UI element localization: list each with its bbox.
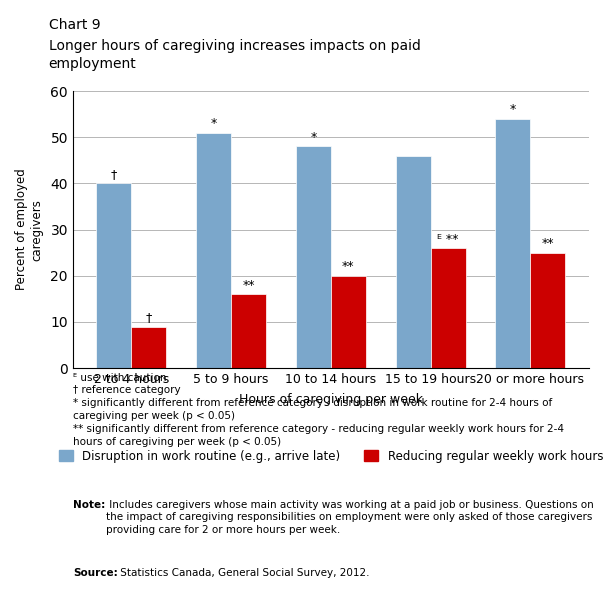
Text: **: ** — [342, 260, 354, 274]
Text: Statistics Canada, General Social Survey, 2012.: Statistics Canada, General Social Survey… — [117, 568, 369, 578]
Bar — [97, 183, 131, 368]
X-axis label: Hours of caregiving per week: Hours of caregiving per week — [239, 393, 423, 406]
Bar — [531, 253, 565, 368]
Bar — [131, 327, 166, 368]
Bar — [396, 156, 430, 368]
Bar — [296, 146, 331, 368]
Legend: Disruption in work routine (e.g., arrive late), Reducing regular weekly work hou: Disruption in work routine (e.g., arrive… — [54, 445, 607, 467]
Text: *: * — [510, 103, 516, 117]
Text: †: † — [146, 311, 152, 324]
Y-axis label: Percent of employed
caregivers: Percent of employed caregivers — [15, 169, 44, 291]
Text: **: ** — [242, 279, 255, 292]
Text: Source:: Source: — [73, 568, 118, 578]
Text: **: ** — [541, 237, 554, 250]
Bar — [231, 294, 266, 368]
Text: ᴱ **: ᴱ ** — [438, 232, 459, 246]
Text: Includes caregivers whose main activity was working at a paid job or business. Q: Includes caregivers whose main activity … — [106, 500, 594, 535]
Bar — [430, 248, 466, 368]
Bar — [331, 276, 366, 368]
Text: Longer hours of caregiving increases impacts on paid
employment: Longer hours of caregiving increases imp… — [49, 39, 421, 71]
Text: *: * — [211, 117, 217, 131]
Bar — [196, 132, 231, 368]
Text: *: * — [310, 131, 316, 144]
Text: Note:: Note: — [73, 500, 105, 510]
Text: Chart 9: Chart 9 — [49, 18, 100, 32]
Bar — [495, 119, 531, 368]
Text: ᴱ use with caution
† reference category
* significantly different from reference: ᴱ use with caution † reference category … — [73, 373, 564, 447]
Text: †: † — [110, 168, 117, 181]
